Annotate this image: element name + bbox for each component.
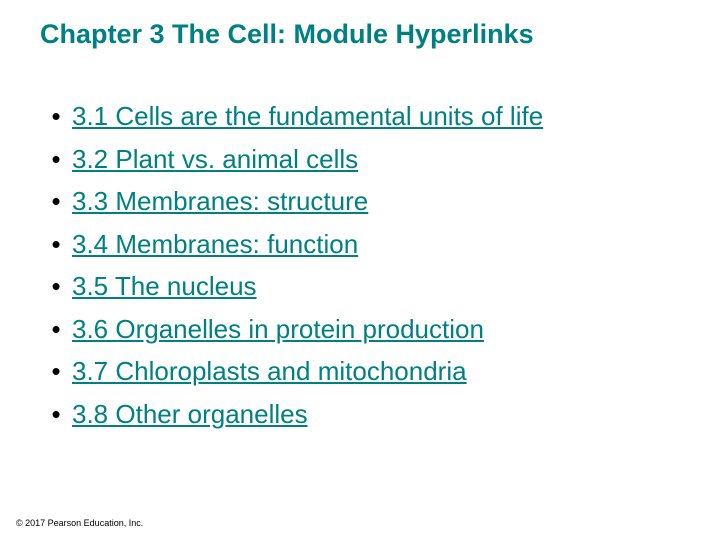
slide-title: Chapter 3 The Cell: Module Hyperlinks: [40, 18, 680, 50]
list-item: • 3.8 Other organelles: [40, 398, 680, 431]
list-item: • 3.7 Chloroplasts and mitochondria: [40, 355, 680, 388]
list-item: • 3.3 Membranes: structure: [40, 185, 680, 218]
bullet-icon: •: [40, 399, 72, 430]
module-link-3-6[interactable]: 3.6 Organelles in protein production: [72, 313, 484, 346]
module-link-3-8[interactable]: 3.8 Other organelles: [72, 398, 308, 431]
bullet-icon: •: [40, 186, 72, 217]
module-link-3-7[interactable]: 3.7 Chloroplasts and mitochondria: [72, 355, 467, 388]
list-item: • 3.4 Membranes: function: [40, 228, 680, 261]
slide: Chapter 3 The Cell: Module Hyperlinks • …: [0, 0, 720, 540]
bullet-icon: •: [40, 314, 72, 345]
copyright-footer: © 2017 Pearson Education, Inc.: [16, 518, 143, 528]
list-item: • 3.2 Plant vs. animal cells: [40, 143, 680, 176]
list-item: • 3.1 Cells are the fundamental units of…: [40, 100, 680, 133]
module-link-3-4[interactable]: 3.4 Membranes: function: [72, 228, 358, 261]
bullet-icon: •: [40, 271, 72, 302]
list-item: • 3.6 Organelles in protein production: [40, 313, 680, 346]
bullet-icon: •: [40, 356, 72, 387]
list-item: • 3.5 The nucleus: [40, 270, 680, 303]
module-link-3-3[interactable]: 3.3 Membranes: structure: [72, 185, 368, 218]
module-link-3-5[interactable]: 3.5 The nucleus: [72, 270, 257, 303]
module-hyperlink-list: • 3.1 Cells are the fundamental units of…: [40, 100, 680, 430]
module-link-3-2[interactable]: 3.2 Plant vs. animal cells: [72, 143, 358, 176]
module-link-3-1[interactable]: 3.1 Cells are the fundamental units of l…: [72, 100, 543, 133]
bullet-icon: •: [40, 101, 72, 132]
bullet-icon: •: [40, 229, 72, 260]
bullet-icon: •: [40, 144, 72, 175]
